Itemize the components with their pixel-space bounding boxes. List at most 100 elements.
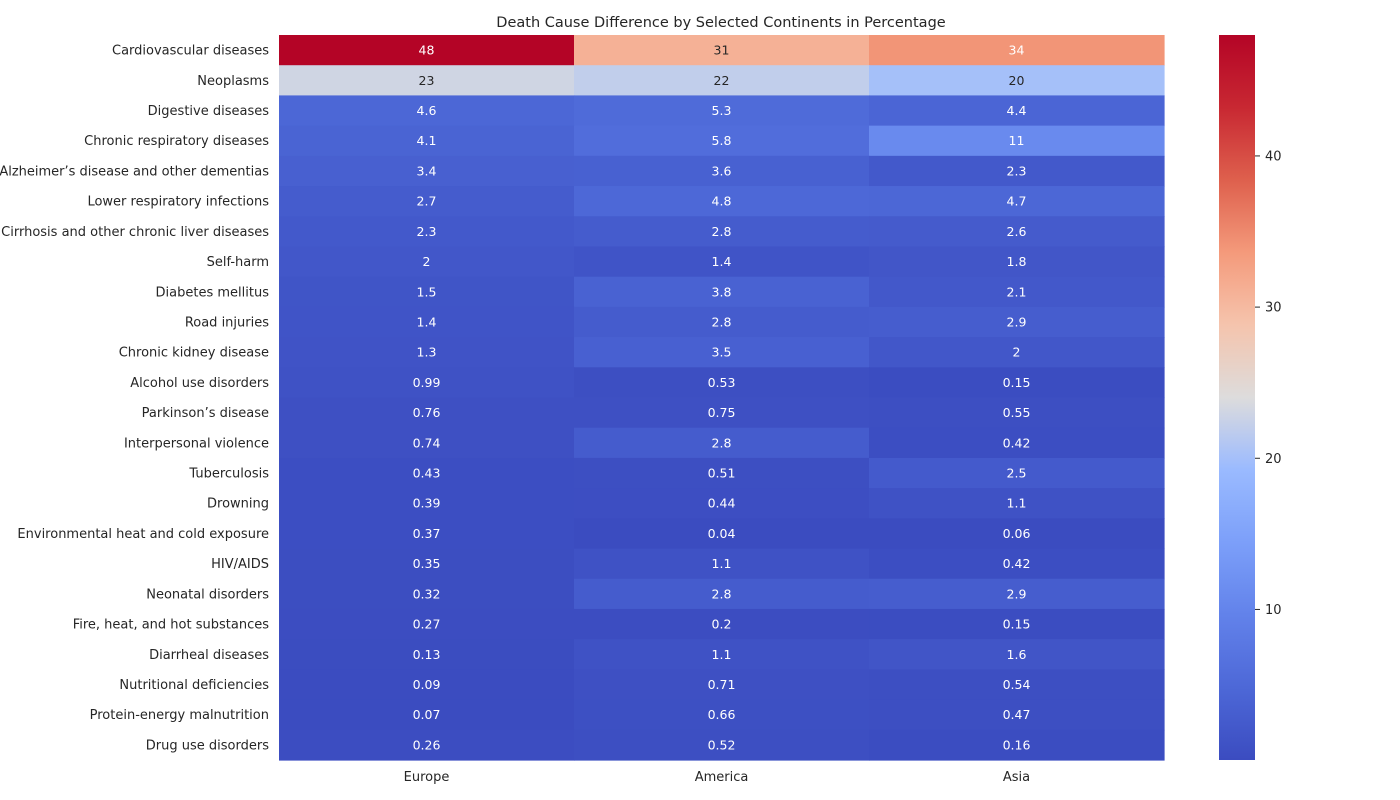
heatmap-cell-drug-use-disorders-america	[574, 729, 870, 761]
colorbar-tick-label-10: 10	[1265, 603, 1282, 618]
cell-value-cardiovascular-diseases-europe: 48	[419, 43, 435, 58]
cell-value-cardiovascular-diseases-asia: 34	[1009, 43, 1025, 58]
cell-value-environmental-heat-and-cold-exposure-america: 0.04	[708, 526, 736, 541]
row-label-parkinson-s-disease: Parkinson’s disease	[142, 406, 269, 421]
heatmap-cell-neoplasms-america	[574, 65, 870, 97]
cell-value-alcohol-use-disorders-america: 0.53	[708, 375, 736, 390]
heatmap-cell-drowning-america	[574, 488, 870, 519]
row-label-drug-use-disorders: Drug use disorders	[146, 738, 269, 753]
cell-value-chronic-kidney-disease-europe: 1.3	[417, 345, 437, 360]
heatmap-cell-self-harm-europe	[279, 246, 575, 278]
cell-value-diabetes-mellitus-america: 3.8	[712, 284, 732, 299]
heatmap-cell-diabetes-mellitus-america	[574, 276, 870, 308]
row-label-neonatal-disorders: Neonatal disorders	[146, 587, 269, 602]
heatmap-cell-nutritional-deficiencies-europe	[279, 669, 575, 701]
heatmap-cell-parkinson-s-disease-europe	[279, 397, 575, 429]
cell-value-alzheimer-s-disease-and-other-dementias-europe: 3.4	[417, 163, 437, 178]
row-label-fire-heat-and-hot-substances: Fire, heat, and hot substances	[73, 618, 270, 633]
cell-value-chronic-respiratory-diseases-asia: 11	[1009, 133, 1025, 148]
cell-value-parkinson-s-disease-america: 0.75	[708, 405, 736, 420]
heatmap-cell-hiv-aids-europe	[279, 548, 575, 580]
heatmap-cell-alcohol-use-disorders-asia	[869, 367, 1165, 399]
column-label-asia: Asia	[1003, 770, 1030, 785]
chart-title: Death Cause Difference by Selected Conti…	[496, 15, 945, 31]
cell-value-neonatal-disorders-asia: 2.9	[1007, 586, 1027, 601]
heatmap-cell-chronic-respiratory-diseases-europe	[279, 125, 575, 157]
heatmap-cell-chronic-kidney-disease-europe	[279, 337, 575, 368]
heatmap-cell-tuberculosis-europe	[279, 457, 575, 489]
cell-value-lower-respiratory-infections-europe: 2.7	[417, 194, 437, 209]
cell-value-cardiovascular-diseases-america: 31	[714, 43, 730, 58]
heatmap-cell-neonatal-disorders-america	[574, 578, 870, 610]
cell-value-protein-energy-malnutrition-america: 0.66	[708, 707, 736, 722]
cell-value-hiv-aids-asia: 0.42	[1003, 556, 1031, 571]
heatmap-cell-tuberculosis-america	[574, 457, 870, 489]
row-label-digestive-diseases: Digestive diseases	[148, 104, 270, 119]
heatmap-cell-diarrheal-diseases-europe	[279, 639, 575, 670]
row-label-chronic-kidney-disease: Chronic kidney disease	[119, 346, 269, 361]
cell-value-self-harm-asia: 1.8	[1007, 254, 1027, 269]
row-label-drowning: Drowning	[207, 497, 269, 512]
heatmap-cell-cardiovascular-diseases-europe	[279, 35, 575, 66]
heatmap-cell-neonatal-disorders-europe	[279, 578, 575, 610]
row-label-self-harm: Self-harm	[207, 255, 269, 270]
heatmap-cell-drug-use-disorders-asia	[869, 729, 1165, 761]
cell-value-neonatal-disorders-america: 2.8	[712, 586, 732, 601]
heatmap-cell-cirrhosis-and-other-chronic-liver-diseases-europe	[279, 216, 575, 248]
cell-value-fire-heat-and-hot-substances-europe: 0.27	[413, 617, 441, 632]
cell-value-diarrheal-diseases-asia: 1.6	[1007, 647, 1027, 662]
heatmap-cell-road-injuries-asia	[869, 306, 1165, 338]
cell-value-chronic-respiratory-diseases-europe: 4.1	[417, 133, 437, 148]
column-label-america: America	[695, 770, 749, 785]
cell-value-alcohol-use-disorders-europe: 0.99	[413, 375, 441, 390]
cell-value-parkinson-s-disease-europe: 0.76	[413, 405, 441, 420]
cell-value-drowning-asia: 1.1	[1007, 496, 1027, 511]
column-labels: Europe America Asia	[404, 770, 1030, 785]
cell-value-drug-use-disorders-america: 0.52	[708, 737, 736, 752]
cell-value-diarrheal-diseases-america: 1.1	[712, 647, 732, 662]
heatmap-cell-fire-heat-and-hot-substances-asia	[869, 608, 1165, 640]
cell-value-diabetes-mellitus-europe: 1.5	[417, 284, 437, 299]
cell-value-drowning-america: 0.44	[708, 496, 736, 511]
row-label-environmental-heat-and-cold-exposure: Environmental heat and cold exposure	[17, 527, 269, 542]
heatmap-cell-chronic-kidney-disease-america	[574, 337, 870, 368]
cell-value-interpersonal-violence-europe: 0.74	[413, 435, 441, 450]
cell-value-digestive-diseases-europe: 4.6	[417, 103, 437, 118]
cell-value-nutritional-deficiencies-america: 0.71	[708, 677, 736, 692]
heatmap-cell-parkinson-s-disease-asia	[869, 397, 1165, 429]
cell-value-cirrhosis-and-other-chronic-liver-diseases-asia: 2.6	[1007, 224, 1027, 239]
cell-value-neoplasms-europe: 23	[419, 73, 435, 88]
cell-value-drowning-europe: 0.39	[413, 496, 441, 511]
heatmap-cell-chronic-respiratory-diseases-america	[574, 125, 870, 157]
cell-value-chronic-respiratory-diseases-america: 5.8	[712, 133, 732, 148]
cell-value-alzheimer-s-disease-and-other-dementias-asia: 2.3	[1007, 163, 1027, 178]
cell-value-parkinson-s-disease-asia: 0.55	[1003, 405, 1031, 420]
row-label-road-injuries: Road injuries	[185, 315, 269, 330]
heatmap-cell-interpersonal-violence-america	[574, 427, 870, 459]
row-label-nutritional-deficiencies: Nutritional deficiencies	[119, 678, 269, 693]
heatmap-cell-lower-respiratory-infections-asia	[869, 186, 1165, 217]
cell-value-alzheimer-s-disease-and-other-dementias-america: 3.6	[712, 163, 732, 178]
heatmap-cell-nutritional-deficiencies-america	[574, 669, 870, 701]
row-label-diarrheal-diseases: Diarrheal diseases	[149, 648, 269, 663]
cell-value-self-harm-europe: 2	[423, 254, 431, 269]
cell-value-diarrheal-diseases-europe: 0.13	[413, 647, 441, 662]
heatmap-cell-tuberculosis-asia	[869, 457, 1165, 489]
heatmap-cell-cirrhosis-and-other-chronic-liver-diseases-america	[574, 216, 870, 248]
colorbar-tick-label-40: 40	[1265, 149, 1282, 164]
cell-value-hiv-aids-america: 1.1	[712, 556, 732, 571]
heatmap-cell-drug-use-disorders-europe	[279, 729, 575, 761]
row-label-neoplasms: Neoplasms	[197, 74, 269, 89]
row-label-lower-respiratory-infections: Lower respiratory infections	[87, 195, 269, 210]
heatmap-cell-protein-energy-malnutrition-europe	[279, 699, 575, 731]
row-label-chronic-respiratory-diseases: Chronic respiratory diseases	[84, 134, 269, 149]
heatmap-cell-alcohol-use-disorders-america	[574, 367, 870, 399]
cell-value-digestive-diseases-asia: 4.4	[1007, 103, 1027, 118]
cell-value-drug-use-disorders-europe: 0.26	[413, 737, 441, 752]
heatmap-cell-digestive-diseases-asia	[869, 95, 1165, 127]
column-label-europe: Europe	[404, 770, 450, 785]
cell-value-lower-respiratory-infections-america: 4.8	[712, 194, 732, 209]
heatmap-cell-cardiovascular-diseases-asia	[869, 35, 1165, 66]
heatmap-cell-alzheimer-s-disease-and-other-dementias-america	[574, 155, 870, 187]
